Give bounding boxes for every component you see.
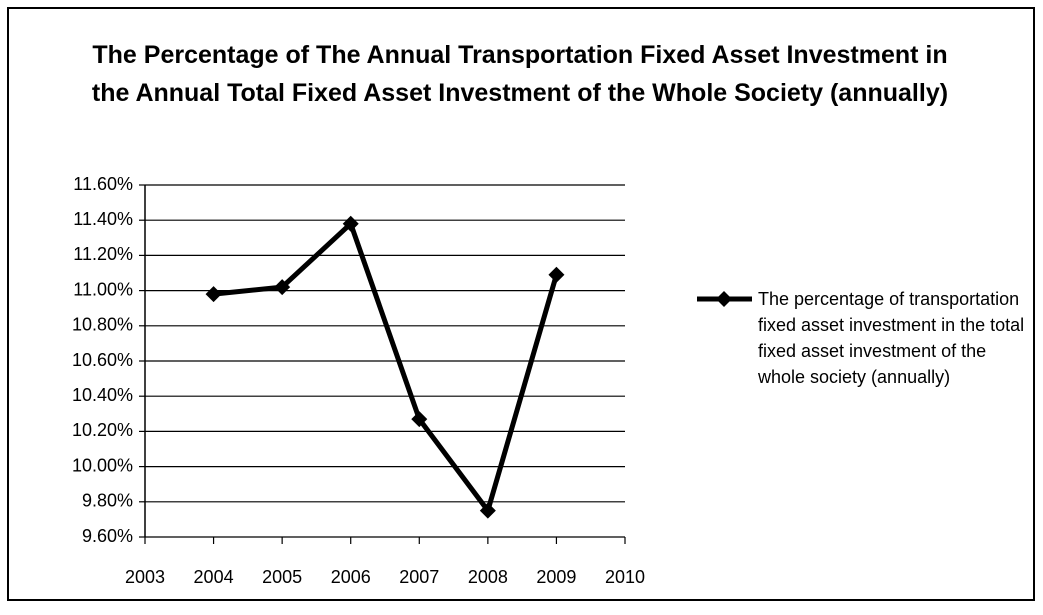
legend-marker xyxy=(716,291,732,307)
x-tick-label: 2010 xyxy=(605,567,645,587)
y-tick-label: 10.40% xyxy=(72,385,133,405)
x-tick-label: 2006 xyxy=(331,567,371,587)
y-tick-label: 11.20% xyxy=(73,244,133,264)
x-tick-label: 2003 xyxy=(125,567,165,587)
x-tick-label: 2004 xyxy=(194,567,234,587)
y-tick-label: 11.00% xyxy=(73,279,133,299)
y-tick-label: 11.60% xyxy=(73,174,133,194)
x-tick-label: 2005 xyxy=(262,567,302,587)
x-tick-label: 2009 xyxy=(536,567,576,587)
y-tick-label: 10.80% xyxy=(72,315,133,335)
y-tick-label: 11.40% xyxy=(73,209,133,229)
data-point xyxy=(342,215,359,232)
y-tick-label: 10.00% xyxy=(72,455,133,475)
data-point xyxy=(479,502,496,519)
data-point xyxy=(205,286,222,303)
data-point xyxy=(548,266,565,283)
legend-label: The percentage of transportation fixed a… xyxy=(758,289,1025,387)
y-tick-label: 10.20% xyxy=(72,420,133,440)
y-tick-label: 9.80% xyxy=(82,491,133,511)
data-point xyxy=(274,279,291,296)
x-tick-label: 2008 xyxy=(468,567,508,587)
x-tick-label: 2007 xyxy=(399,567,439,587)
data-point xyxy=(411,411,428,428)
y-tick-label: 10.60% xyxy=(72,350,133,370)
data-line xyxy=(213,221,559,514)
chart-title: The Percentage of The Annual Transportat… xyxy=(91,41,949,107)
y-tick-label: 9.60% xyxy=(82,526,133,546)
